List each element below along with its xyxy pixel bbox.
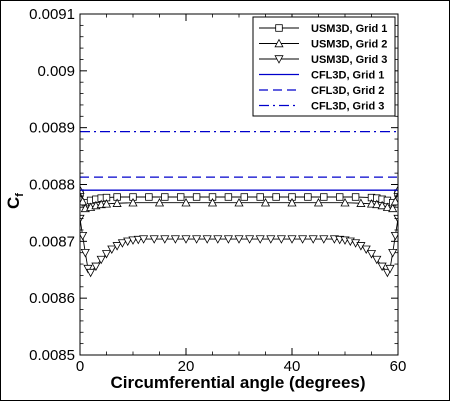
series-3-point bbox=[101, 250, 112, 259]
y-tick-label: 0.009 bbox=[37, 63, 75, 80]
series-2-point bbox=[287, 197, 297, 207]
series-2-point bbox=[181, 197, 191, 207]
series-3-point bbox=[112, 242, 122, 251]
series-2-point bbox=[128, 197, 138, 207]
series-3-point bbox=[149, 235, 159, 244]
series-3-point bbox=[96, 255, 106, 265]
series-3-point bbox=[298, 235, 308, 244]
series-1-point bbox=[192, 193, 201, 201]
series-3-point bbox=[91, 262, 101, 272]
series-3-point bbox=[372, 255, 382, 265]
series-2-point bbox=[366, 199, 377, 208]
series-3-point bbox=[234, 235, 244, 244]
legend-label-1: USM3D, Grid 1 bbox=[311, 23, 387, 35]
series-3-point bbox=[213, 235, 223, 244]
axes: 0.0085 0.0086 0.0087 0.0088 0.0089 0.009 0.009… bbox=[29, 6, 406, 375]
x-tick-label: 0 bbox=[76, 358, 84, 375]
y-tick-label: 0.0089 bbox=[29, 120, 75, 137]
legend-label-4: CFL3D, Grid 1 bbox=[311, 70, 384, 82]
series-3-point bbox=[390, 231, 398, 241]
series-group bbox=[80, 130, 398, 278]
legend-marker-1 bbox=[275, 24, 283, 32]
series-3-point bbox=[245, 235, 255, 244]
legend-label-2: USM3D, Grid 2 bbox=[311, 39, 387, 51]
series-1-point bbox=[145, 193, 153, 201]
y-axis-title: Cf bbox=[4, 193, 26, 209]
x-tick-label: 40 bbox=[284, 358, 301, 375]
series-3-point bbox=[170, 235, 180, 244]
series-1-point bbox=[320, 193, 328, 201]
series-3-point bbox=[202, 235, 212, 244]
series-1-point bbox=[161, 193, 169, 201]
series-3-point bbox=[181, 235, 191, 244]
series-1-point bbox=[176, 193, 185, 201]
x-tick-label: 60 bbox=[390, 358, 407, 375]
series-3-point bbox=[361, 245, 371, 255]
y-tick-label: 0.0088 bbox=[29, 177, 75, 194]
series-1-point bbox=[240, 193, 248, 201]
series-3-point bbox=[266, 235, 276, 244]
series-2-point bbox=[234, 197, 244, 207]
legend: USM3D, Grid 1 USM3D, Grid 2 USM3D, Grid 3 C… bbox=[252, 16, 396, 117]
series-2-point bbox=[372, 199, 382, 209]
legend-label-6: CFL3D, Grid 3 bbox=[311, 101, 384, 113]
series-3-point bbox=[123, 237, 133, 247]
series-3-point bbox=[86, 268, 96, 278]
series-3-point bbox=[385, 264, 395, 274]
series-3-point bbox=[255, 235, 265, 244]
series-3-point bbox=[308, 235, 318, 244]
series-3-point bbox=[192, 235, 202, 244]
series-2-point bbox=[260, 197, 271, 207]
series-3-point bbox=[223, 235, 233, 244]
series-2-point bbox=[154, 197, 165, 207]
y-axis-title-text: Cf bbox=[4, 193, 26, 209]
legend-marker-3 bbox=[274, 55, 284, 64]
series-2-point bbox=[112, 198, 122, 207]
series-3-point bbox=[160, 235, 170, 244]
series-3-point bbox=[107, 245, 117, 255]
y-axis-title-sub: f bbox=[14, 193, 26, 197]
series-3-point bbox=[133, 235, 143, 245]
y-axis-title-main: C bbox=[4, 197, 23, 209]
series-3-point bbox=[80, 231, 88, 241]
series-2-point bbox=[382, 202, 392, 211]
legend-label-5: CFL3D, Grid 2 bbox=[311, 85, 384, 97]
series-2-point bbox=[101, 199, 112, 208]
series-3-point bbox=[287, 235, 297, 244]
series-1-point bbox=[304, 193, 312, 201]
series-1-point bbox=[224, 193, 233, 201]
series-3-point bbox=[276, 235, 286, 244]
series-2-point bbox=[388, 203, 398, 213]
series-2-point bbox=[340, 197, 350, 207]
series-1-point bbox=[335, 193, 344, 201]
series-3-point bbox=[366, 250, 377, 259]
series-2-point bbox=[207, 197, 218, 207]
legend-marker-2 bbox=[274, 38, 284, 48]
series-2-point bbox=[390, 196, 398, 206]
legend-label-3: USM3D, Grid 3 bbox=[311, 54, 387, 66]
legend-box bbox=[252, 16, 396, 117]
series-2-point bbox=[313, 197, 324, 207]
x-axis-title: Circumferential angle (degrees) bbox=[110, 373, 365, 392]
series-1-point bbox=[256, 193, 264, 201]
y-tick-label: 0.0085 bbox=[29, 347, 75, 364]
x-tick-label: 20 bbox=[178, 358, 195, 375]
series-2-point bbox=[356, 198, 366, 207]
series-3-point bbox=[139, 235, 149, 244]
series-2-point bbox=[377, 200, 387, 210]
series-1-point bbox=[351, 193, 360, 201]
y-tick-label: 0.0091 bbox=[29, 6, 75, 23]
series-3-point bbox=[128, 236, 138, 245]
y-tick-label: 0.0086 bbox=[29, 290, 75, 307]
plot-area bbox=[80, 130, 398, 278]
series-3-point bbox=[377, 262, 387, 272]
series-3-point bbox=[319, 235, 329, 244]
y-tick-label: 0.0087 bbox=[29, 233, 75, 250]
series-1-point bbox=[272, 193, 280, 201]
series-2-point bbox=[80, 196, 88, 206]
series-3-point bbox=[117, 239, 127, 248]
